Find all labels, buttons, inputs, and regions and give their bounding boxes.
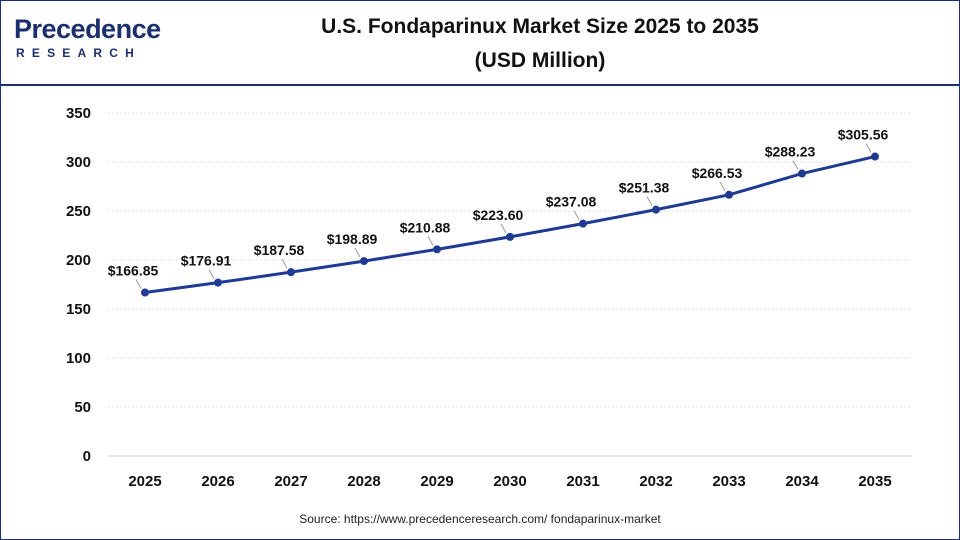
- data-label: $305.56: [838, 127, 889, 143]
- data-label-leader: [865, 143, 872, 153]
- data-label-leader: [354, 247, 361, 258]
- x-tick-label: 2035: [858, 473, 891, 490]
- data-label: $166.85: [108, 262, 159, 278]
- source-note: Source: https://www.precedenceresearch.c…: [299, 512, 661, 526]
- x-tick-label: 2034: [785, 473, 819, 490]
- data-point: [579, 219, 587, 228]
- data-label-leader: [500, 223, 507, 234]
- data-point: [798, 169, 806, 178]
- data-label: $176.91: [181, 253, 232, 269]
- x-tick-label: 2031: [566, 473, 599, 490]
- header-divider: [0, 84, 960, 86]
- x-tick-label: 2028: [347, 473, 380, 490]
- data-point: [433, 245, 441, 254]
- data-point: [141, 288, 149, 297]
- x-tick-label: 2029: [420, 473, 453, 490]
- x-tick-label: 2027: [274, 473, 307, 490]
- data-label-leader: [719, 181, 726, 192]
- data-label-leader: [135, 279, 142, 289]
- data-label-leader: [646, 196, 653, 206]
- data-label-leader: [427, 236, 434, 246]
- y-tick-label: 350: [66, 105, 91, 122]
- x-tick-label: 2032: [639, 473, 672, 490]
- data-label-leader: [281, 258, 288, 269]
- header: Precedence RESEARCH U.S. Fondaparinux Ma…: [0, 0, 960, 85]
- y-tick-label: 0: [83, 448, 91, 465]
- chart-title-line2: (USD Million): [474, 49, 606, 72]
- data-label-leader: [208, 269, 215, 279]
- y-tick-label: 250: [66, 203, 91, 220]
- data-label: $288.23: [765, 144, 816, 160]
- x-tick-label: 2030: [493, 473, 526, 490]
- x-tick-label: 2026: [201, 473, 234, 490]
- data-point: [725, 190, 733, 199]
- data-label-leader: [573, 210, 580, 220]
- x-tick-label: 2033: [712, 473, 745, 490]
- data-label: $237.08: [546, 194, 597, 210]
- data-label: $251.38: [619, 180, 670, 196]
- data-label: $223.60: [473, 207, 524, 223]
- data-point: [287, 268, 295, 277]
- y-tick-label: 50: [74, 399, 91, 416]
- data-point: [506, 232, 514, 241]
- data-label: $210.88: [400, 219, 451, 235]
- logo-wordmark: Precedence: [14, 14, 161, 44]
- y-tick-label: 300: [66, 154, 91, 171]
- y-tick-label: 200: [66, 252, 91, 269]
- data-point: [214, 278, 222, 287]
- chart-title: U.S. Fondaparinux Market Size 2025 to 20…: [250, 10, 830, 78]
- line-chart: 0 50 100 150 200 250 300 350 2025 2026 2027 2028 202…: [66, 105, 912, 490]
- data-point: [871, 152, 879, 161]
- data-label: $266.53: [692, 165, 743, 181]
- brand-logo: Precedence RESEARCH: [14, 14, 174, 64]
- chart-title-line1: U.S. Fondaparinux Market Size 2025 to 20…: [321, 15, 759, 38]
- data-label-leader: [792, 160, 799, 170]
- x-tick-label: 2025: [128, 473, 161, 490]
- logo-subtitle: RESEARCH: [16, 46, 141, 60]
- y-tick-label: 100: [66, 350, 91, 367]
- series-line: [144, 155, 876, 294]
- data-label: $198.89: [327, 231, 378, 247]
- data-point: [360, 257, 368, 266]
- y-tick-label: 150: [66, 301, 91, 318]
- data-point: [652, 205, 660, 214]
- data-label: $187.58: [254, 242, 305, 258]
